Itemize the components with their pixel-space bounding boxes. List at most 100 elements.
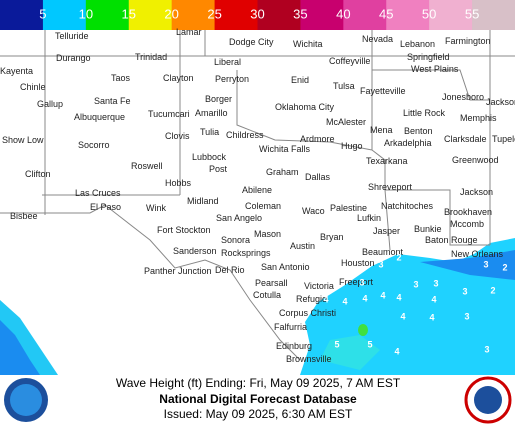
legend-swatch: [257, 0, 302, 30]
legend-swatch: [472, 0, 515, 30]
city-label: Roswell: [131, 161, 163, 171]
city-label: Nevada: [362, 34, 393, 44]
noaa-logo-inner: [10, 384, 42, 416]
legend-label: 5: [39, 6, 46, 21]
city-label: Rocksprings: [221, 248, 271, 258]
city-label: Springfield: [407, 52, 450, 62]
issued: Issued: May 09 2025, 6:30 AM EST: [164, 407, 353, 421]
gulf-deep: [420, 250, 515, 280]
city-label: Bunkie: [414, 224, 442, 234]
city-label: Greenwood: [452, 155, 499, 165]
city-label: Tupelo: [492, 134, 515, 144]
city-label: West Plains: [411, 64, 459, 74]
wave-height-label: 4: [362, 293, 367, 303]
city-label: Mccomb: [450, 219, 484, 229]
city-label: Mena: [370, 125, 393, 135]
city-label: Arkadelphia: [384, 138, 432, 148]
city-label: Del Rio: [215, 265, 245, 275]
city-label: Cotulla: [253, 290, 281, 300]
legend-swatch: [128, 0, 173, 30]
city-label: Enid: [291, 75, 309, 85]
wave-height-label: 5: [334, 339, 339, 349]
city-label: Houston: [341, 258, 375, 268]
city-label: Jonesboro: [442, 92, 484, 102]
city-label: Hugo: [341, 141, 363, 151]
city-label: Show Low: [2, 135, 44, 145]
city-label: Victoria: [304, 281, 334, 291]
city-label: Brownsville: [286, 354, 332, 364]
map: [0, 30, 515, 375]
city-label: Santa Fe: [94, 96, 131, 106]
city-label: Natchitoches: [381, 201, 434, 211]
gulf-green: [358, 324, 368, 336]
city-label: Texarkana: [366, 156, 408, 166]
city-label: Palestine: [330, 203, 367, 213]
city-label: Baton Rouge: [425, 235, 478, 245]
wave-height-label: 2: [396, 252, 401, 262]
city-label: Graham: [266, 167, 299, 177]
legend-swatch: [386, 0, 431, 30]
city-label: Bryan: [320, 232, 344, 242]
city-label: Refugio: [296, 294, 327, 304]
footer: Wave Height (ft) Ending: Fri, May 09 202…: [4, 376, 512, 424]
nws-logo-inner: [474, 386, 502, 414]
city-label: Chinle: [20, 82, 46, 92]
legend-label: 40: [336, 6, 350, 21]
city-label: Dallas: [305, 172, 331, 182]
city-label: Childress: [226, 130, 264, 140]
legend-swatch: [0, 0, 44, 30]
city-label: Bisbee: [10, 211, 38, 221]
title: National Digital Forecast Database: [159, 392, 357, 406]
pacific-deep: [0, 320, 40, 375]
city-label: Memphis: [460, 113, 497, 123]
city-label: Brookhaven: [444, 207, 492, 217]
city-label: Perryton: [215, 74, 249, 84]
wave-height-label: 3: [483, 259, 488, 269]
city-label: McAlester: [326, 117, 366, 127]
city-label: Edinburg: [276, 341, 312, 351]
city-label: Ardmore: [300, 134, 335, 144]
legend-swatch: [42, 0, 87, 30]
city-label: Gallup: [37, 99, 63, 109]
city-label: Lebanon: [400, 39, 435, 49]
city-label: Falfurria: [274, 322, 307, 332]
city-label: Fort Stockton: [157, 225, 211, 235]
city-label: Freeport: [339, 277, 374, 287]
legend-label: 50: [422, 6, 436, 21]
city-label: Clayton: [163, 73, 194, 83]
legend-label: 20: [164, 6, 178, 21]
wave-height-label: 3: [433, 278, 438, 288]
city-label: Tulia: [200, 127, 219, 137]
city-label: Abilene: [242, 185, 272, 195]
city-label: Amarillo: [195, 108, 228, 118]
legend-swatch: [214, 0, 259, 30]
city-label: Liberal: [214, 57, 241, 67]
city-label: Shreveport: [368, 182, 413, 192]
wave-height-label: 3: [413, 279, 418, 289]
city-label: Sonora: [221, 235, 250, 245]
city-label: San Angelo: [216, 213, 262, 223]
city-label: Coffeyville: [329, 56, 370, 66]
legend-label: 25: [207, 6, 221, 21]
city-label: Borger: [205, 94, 232, 104]
legend-label: 30: [250, 6, 264, 21]
wave-height-label: 4: [323, 294, 328, 304]
city-labels: Telluride Lamar Dodge City Wichita Nevada Leb…: [0, 27, 515, 364]
city-label: Wink: [146, 203, 166, 213]
city-label: Clarksdale: [444, 134, 487, 144]
city-label: Albuquerque: [74, 112, 125, 122]
city-label: Taos: [111, 73, 131, 83]
city-label: Fayetteville: [360, 86, 406, 96]
legend-swatch: [343, 0, 388, 30]
wave-height-label: 4: [342, 296, 347, 306]
city-label: Midland: [187, 196, 219, 206]
wave-height-label: 4: [431, 294, 436, 304]
city-label: New Orleans: [451, 249, 504, 259]
city-label: Las Cruces: [75, 188, 121, 198]
wave-height-label: 4: [429, 312, 434, 322]
wave-height-label: 4: [380, 290, 385, 300]
city-label: Post: [209, 164, 228, 174]
city-label: Farmington: [445, 36, 491, 46]
city-label: Waco: [302, 206, 325, 216]
